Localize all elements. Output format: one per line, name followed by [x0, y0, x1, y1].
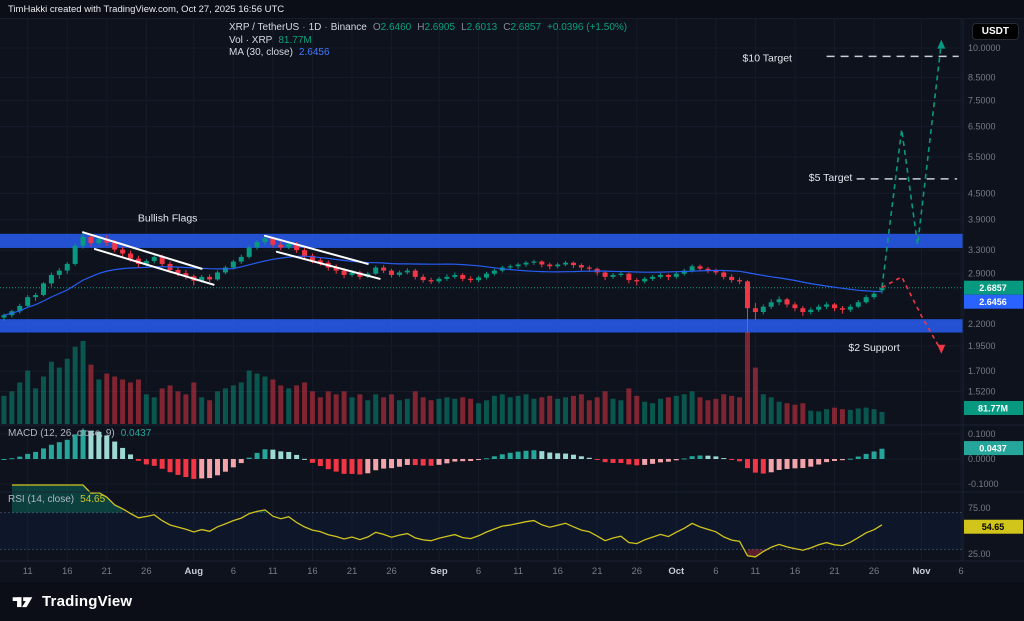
- attribution-bar: TimHakki created with TradingView.com, O…: [0, 0, 1024, 18]
- svg-text:21: 21: [829, 566, 840, 577]
- svg-text:6: 6: [713, 566, 718, 577]
- candlestick-series: [1, 231, 885, 333]
- svg-text:3.3000: 3.3000: [968, 245, 996, 255]
- annotation-support-2: $2 Support: [848, 342, 899, 354]
- svg-text:26: 26: [631, 566, 642, 577]
- volume-series: [1, 331, 885, 424]
- annotation-target-5: $5 Target: [809, 172, 853, 184]
- svg-text:0.0000: 0.0000: [968, 454, 996, 464]
- svg-text:21: 21: [592, 566, 603, 577]
- svg-text:26: 26: [869, 566, 880, 577]
- axis-badge: [964, 294, 1023, 309]
- price-pane[interactable]: [0, 19, 963, 425]
- axis-badge-value: 81.77M: [978, 404, 1008, 414]
- svg-text:10.0000: 10.0000: [968, 43, 1001, 53]
- svg-text:7.5000: 7.5000: [968, 95, 996, 105]
- svg-text:16: 16: [552, 566, 563, 577]
- svg-text:1.7000: 1.7000: [968, 366, 996, 376]
- rsi-pane[interactable]: [0, 492, 963, 561]
- axis-badge: [964, 519, 1023, 534]
- svg-text:2.9000: 2.9000: [968, 269, 996, 279]
- ma-line: [3, 255, 883, 316]
- axis-badge: [964, 280, 1023, 295]
- svg-text:1.9500: 1.9500: [968, 341, 996, 351]
- axis-badge-value: 2.6456: [979, 297, 1007, 307]
- bear-arrow: [937, 344, 946, 354]
- axis-badge: [964, 401, 1023, 415]
- svg-text:5.5000: 5.5000: [968, 152, 996, 162]
- support-resistance-zones: [0, 233, 963, 333]
- bull-flag-channels: [82, 231, 381, 286]
- svg-text:6: 6: [231, 566, 236, 577]
- currency-toggle-button[interactable]: USDT: [971, 23, 1019, 40]
- chart-canvas[interactable]: Bullish Flags $10 Target $5 Target $2 Suppo…: [0, 19, 1024, 581]
- bull-projection: [881, 42, 943, 288]
- svg-text:3.9000: 3.9000: [968, 215, 996, 225]
- tradingview-wordmark[interactable]: TradingView: [42, 593, 133, 610]
- svg-text:16: 16: [307, 566, 318, 577]
- svg-text:11: 11: [23, 566, 33, 577]
- support-zone: [0, 319, 963, 333]
- macd-histogram: [1, 429, 885, 479]
- macd-pane[interactable]: [0, 425, 963, 492]
- svg-text:25.00: 25.00: [968, 549, 991, 559]
- svg-text:6.5000: 6.5000: [968, 122, 996, 132]
- svg-text:16: 16: [790, 566, 801, 577]
- svg-text:-0.1000: -0.1000: [968, 479, 999, 489]
- svg-text:21: 21: [101, 566, 112, 577]
- price-axis[interactable]: 10.0000 8.5000 7.5000 6.5000 5.5000 4.5000 3.9…: [968, 43, 1001, 559]
- svg-text:21: 21: [347, 566, 358, 577]
- axis-badge-value: 0.0437: [979, 444, 1007, 454]
- time-axis[interactable]: 11 16 21 26 Aug 6 11 16 21 26 Sep 6 11 16 21 26 Oct 6 11 16…: [23, 566, 964, 577]
- svg-text:26: 26: [141, 566, 152, 577]
- svg-text:6: 6: [958, 566, 963, 577]
- bear-projection: [881, 275, 942, 352]
- svg-text:Nov: Nov: [913, 566, 932, 577]
- annotation-target-10: $10 Target: [743, 52, 793, 64]
- axis-badge-value: 54.65: [982, 522, 1005, 532]
- svg-text:11: 11: [750, 566, 760, 577]
- svg-text:2.2000: 2.2000: [968, 319, 996, 329]
- axis-badge-value: 2.6857: [979, 283, 1007, 293]
- svg-text:11: 11: [268, 566, 278, 577]
- svg-text:Sep: Sep: [430, 566, 448, 577]
- rsi-line: [11, 484, 883, 558]
- bull-arrow: [937, 39, 946, 49]
- svg-text:0.1000: 0.1000: [968, 429, 996, 439]
- svg-text:1.5200: 1.5200: [968, 386, 996, 396]
- tradingview-logo-icon: [12, 596, 33, 607]
- svg-text:26: 26: [386, 566, 397, 577]
- svg-text:Aug: Aug: [185, 566, 204, 577]
- annotation-bullish-flags: Bullish Flags: [138, 213, 198, 225]
- svg-text:6: 6: [476, 566, 481, 577]
- axis-badge: [964, 441, 1023, 456]
- svg-text:16: 16: [62, 566, 73, 577]
- svg-text:75.00: 75.00: [968, 503, 991, 513]
- svg-text:4.5000: 4.5000: [968, 189, 996, 199]
- svg-text:Oct: Oct: [668, 566, 685, 577]
- rsi-oversold-fill: [747, 549, 764, 557]
- chart-area[interactable]: Bullish Flags $10 Target $5 Target $2 Suppo…: [0, 18, 1024, 581]
- footer-bar: TradingView: [0, 581, 1024, 621]
- attribution-text: TimHakki created with TradingView.com, O…: [8, 3, 285, 15]
- svg-text:11: 11: [513, 566, 523, 577]
- svg-text:8.5000: 8.5000: [968, 73, 996, 83]
- resistance-zone: [0, 233, 963, 248]
